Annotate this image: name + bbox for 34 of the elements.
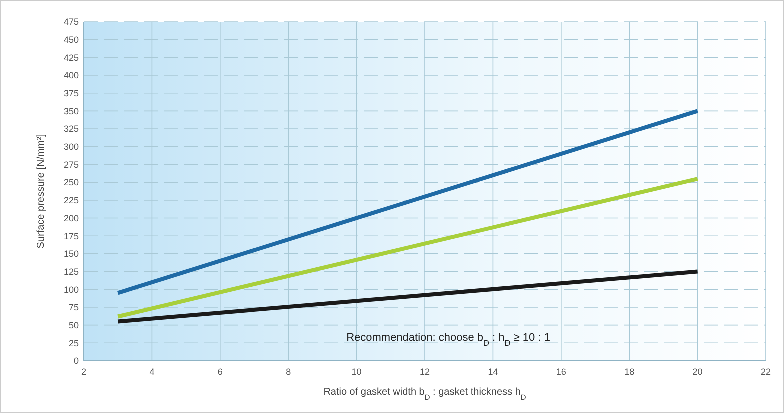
- x-tick-label: 10: [352, 367, 362, 377]
- y-tick-label: 325: [64, 124, 79, 134]
- x-tick-label: 12: [420, 367, 430, 377]
- y-tick-label: 450: [64, 34, 79, 45]
- x-axis-title: Ratio of gasket width b$_{D}$ : gasket thickness h$_{D}$: [324, 387, 527, 402]
- y-tick-label: 275: [64, 160, 79, 170]
- y-tick-label: 225: [64, 196, 79, 206]
- x-tick-label: 22: [760, 367, 772, 377]
- y-axis-title: Surface pressure [N/mm²]: [36, 134, 47, 249]
- x-tick-label: 6: [218, 367, 223, 377]
- y-tick-label: 100: [64, 284, 79, 295]
- y-tick-label: 25: [68, 338, 79, 348]
- annotation: Recommendation: choose b$_{D}$ : h$_{D}$ ≥ 10 : 1: [346, 332, 550, 348]
- x-tick-label: 8: [286, 367, 292, 377]
- x-tick-label: 14: [488, 367, 498, 377]
- y-tick-label: 375: [64, 88, 79, 99]
- x-tick-label: 16: [556, 367, 566, 377]
- y-tick-label: 425: [64, 52, 79, 63]
- x-tick-label: 18: [624, 367, 635, 377]
- x-tick-label: 20: [692, 367, 703, 377]
- y-tick-label: 75: [68, 302, 79, 313]
- y-tick-label: 400: [64, 70, 79, 81]
- y-tick-label: 475: [64, 17, 79, 28]
- y-tick-label: 200: [64, 213, 79, 224]
- y-tick-label: 175: [64, 231, 79, 242]
- x-tick-label: 2: [81, 367, 87, 377]
- y-tick-label: 350: [64, 106, 79, 116]
- y-tick-label: 250: [64, 178, 79, 188]
- y-tick-label: 150: [64, 249, 79, 260]
- y-tick-label: 0: [74, 356, 79, 366]
- y-tick-label: 125: [64, 266, 79, 277]
- y-tick-label: 50: [68, 320, 79, 330]
- x-tick-label: 4: [150, 367, 155, 377]
- y-tick-label: 300: [64, 142, 79, 152]
